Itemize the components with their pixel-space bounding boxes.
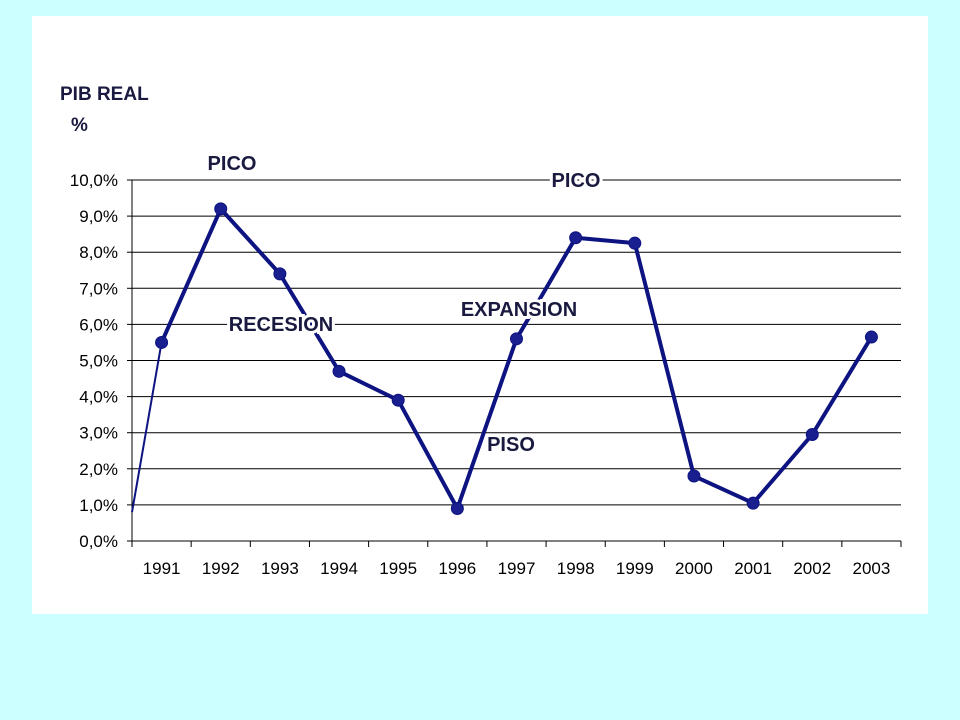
annotation-halo-pico-2: PICO xyxy=(552,170,601,192)
x-tick-label: 1994 xyxy=(320,559,358,578)
y-tick-label: 2,0% xyxy=(79,460,118,479)
x-tick-label: 1991 xyxy=(143,559,181,578)
data-point xyxy=(746,496,760,510)
y-tick-label: 8,0% xyxy=(79,243,118,262)
annotation-recesion: RECESION xyxy=(229,314,333,336)
data-point xyxy=(805,428,819,442)
annotation-halo-expansion: EXPANSION xyxy=(461,299,577,321)
x-tick-label: 1999 xyxy=(616,559,654,578)
y-tick-label: 0,0% xyxy=(79,532,118,551)
x-tick-label: 1992 xyxy=(202,559,240,578)
data-point xyxy=(332,364,346,378)
data-point xyxy=(391,393,405,407)
annotation-pico-2: PICO xyxy=(552,170,601,192)
data-point xyxy=(687,469,701,483)
data-point xyxy=(155,335,169,349)
x-tick-label: 2001 xyxy=(734,559,772,578)
data-point xyxy=(628,236,642,250)
y-tick-label: 6,0% xyxy=(79,315,118,334)
y-tick-label: 10,0% xyxy=(70,171,118,190)
annotation-pico-1: PICO xyxy=(208,153,257,175)
data-point xyxy=(569,231,583,245)
series-line xyxy=(159,206,874,511)
y-tick-label: 1,0% xyxy=(79,496,118,515)
data-point xyxy=(864,330,878,344)
chart-panel xyxy=(32,16,928,614)
y-axis-unit: % xyxy=(71,115,88,136)
y-axis-title: PIB REAL xyxy=(60,84,149,105)
annotation-halo-piso: PISO xyxy=(487,434,535,456)
annotation-halo-recesion: RECESION xyxy=(229,314,333,336)
data-point xyxy=(510,332,523,346)
x-tick-label: 1998 xyxy=(557,559,595,578)
x-tick-label: 1995 xyxy=(379,559,417,578)
x-tick-label: 2000 xyxy=(675,559,713,578)
y-tick-label: 7,0% xyxy=(79,279,118,298)
y-tick-label: 4,0% xyxy=(79,388,118,407)
y-tick-label: 5,0% xyxy=(79,352,118,371)
x-tick-label: 1993 xyxy=(261,559,299,578)
y-tick-label: 3,0% xyxy=(79,424,118,443)
data-point xyxy=(214,202,228,216)
data-point xyxy=(450,502,464,516)
annotation-expansion: EXPANSION xyxy=(461,299,577,321)
x-tick-label: 1996 xyxy=(438,559,476,578)
y-tick-label: 9,0% xyxy=(79,207,118,226)
x-tick-label: 2003 xyxy=(853,559,891,578)
data-point xyxy=(273,267,287,281)
x-tick-label: 2002 xyxy=(793,559,831,578)
x-tick-label: 1997 xyxy=(498,559,536,578)
series-lead-in xyxy=(131,342,163,513)
annotation-halo-pico-1: PICO xyxy=(208,153,257,175)
annotation-piso: PISO xyxy=(487,434,535,456)
